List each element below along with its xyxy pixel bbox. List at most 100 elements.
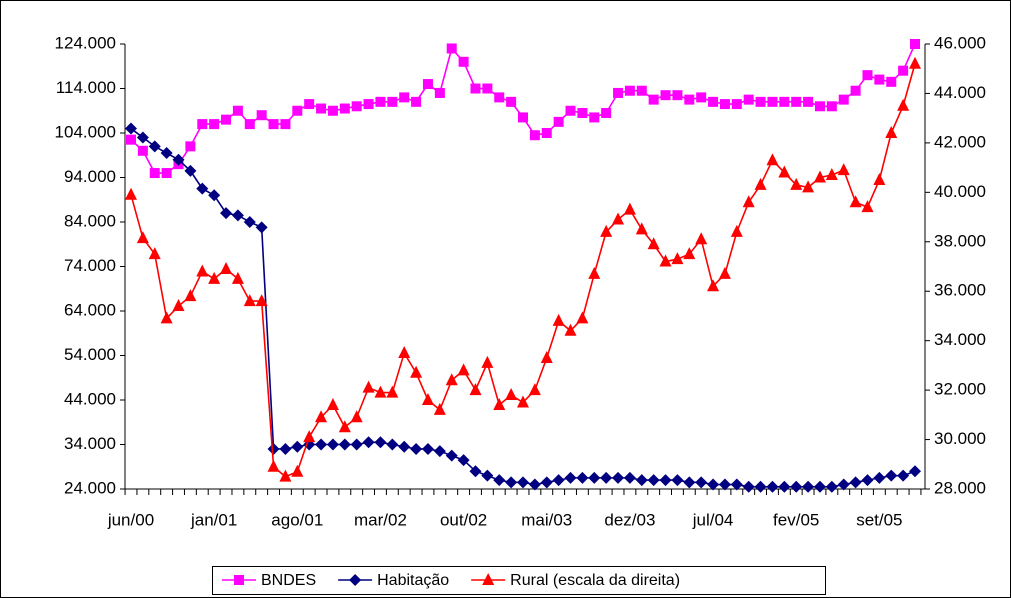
- marker: [730, 224, 743, 237]
- marker: [766, 480, 779, 493]
- marker: [850, 85, 861, 96]
- marker: [873, 172, 886, 185]
- marker: [707, 279, 720, 292]
- marker: [886, 76, 897, 87]
- marker: [849, 195, 862, 208]
- marker: [338, 438, 351, 451]
- marker: [576, 311, 589, 324]
- marker: [422, 79, 433, 90]
- marker: [267, 459, 280, 472]
- marker: [647, 474, 660, 487]
- marker: [849, 476, 862, 489]
- marker: [136, 231, 149, 244]
- y-tick-label: 54.000: [64, 345, 116, 364]
- marker: [280, 119, 291, 130]
- marker: [434, 87, 445, 98]
- marker: [184, 289, 197, 302]
- marker: [553, 116, 564, 127]
- marker: [742, 480, 755, 493]
- marker: [576, 471, 589, 484]
- marker: [635, 222, 648, 235]
- legend-label: Habitação: [377, 572, 449, 589]
- marker: [838, 94, 849, 105]
- marker: [386, 438, 399, 451]
- marker: [577, 107, 588, 118]
- marker: [779, 96, 790, 107]
- marker: [660, 90, 671, 101]
- marker: [754, 480, 767, 493]
- marker: [374, 385, 387, 398]
- marker: [350, 410, 363, 423]
- marker: [482, 573, 495, 585]
- marker: [767, 96, 778, 107]
- marker: [421, 393, 434, 405]
- marker: [185, 141, 196, 152]
- marker: [386, 385, 399, 398]
- marker: [458, 56, 469, 67]
- x-tick-label: out/02: [440, 510, 487, 529]
- marker: [197, 119, 208, 130]
- marker: [885, 469, 898, 482]
- marker: [457, 363, 470, 376]
- marker: [209, 119, 220, 130]
- marker: [874, 74, 885, 85]
- marker: [885, 126, 898, 138]
- marker: [279, 442, 292, 455]
- marker: [517, 395, 529, 408]
- marker: [659, 254, 672, 267]
- marker: [255, 221, 268, 234]
- marker: [493, 397, 506, 410]
- marker: [565, 105, 576, 116]
- marker: [160, 147, 173, 160]
- marker: [552, 474, 565, 487]
- y2-tick-label: 46.000: [934, 33, 986, 52]
- marker: [754, 177, 767, 190]
- marker: [411, 96, 422, 107]
- marker: [861, 474, 874, 487]
- marker: [755, 96, 766, 107]
- marker: [505, 476, 518, 489]
- marker: [707, 478, 720, 491]
- marker: [291, 464, 304, 477]
- marker: [433, 445, 446, 458]
- x-tick-label: ago/01: [271, 510, 323, 529]
- marker: [221, 114, 232, 125]
- marker: [243, 216, 256, 228]
- marker: [137, 145, 148, 156]
- y-tick-label: 64.000: [64, 300, 116, 319]
- marker: [410, 442, 423, 455]
- y2-tick-label: 40.000: [934, 182, 986, 201]
- marker: [647, 237, 660, 250]
- marker: [898, 65, 909, 76]
- marker: [446, 43, 457, 54]
- marker: [601, 107, 612, 118]
- marker: [528, 383, 541, 396]
- y-tick-label: 104.000: [55, 122, 116, 141]
- marker: [695, 476, 708, 489]
- marker: [684, 94, 695, 105]
- marker: [837, 163, 850, 176]
- marker: [778, 480, 791, 493]
- legend-box: [212, 566, 826, 595]
- marker: [505, 388, 518, 401]
- marker: [671, 252, 684, 265]
- marker: [316, 103, 327, 114]
- y2-tick-label: 42.000: [934, 132, 986, 151]
- marker: [825, 480, 838, 493]
- marker: [136, 131, 149, 144]
- marker: [861, 200, 874, 213]
- marker: [244, 119, 255, 130]
- x-tick-label: set/05: [856, 510, 902, 529]
- marker: [326, 397, 339, 410]
- marker: [255, 294, 268, 307]
- marker: [708, 96, 719, 107]
- marker: [362, 380, 375, 393]
- marker: [813, 170, 826, 183]
- marker: [125, 187, 137, 200]
- marker: [813, 480, 826, 493]
- y-tick-label: 124.000: [55, 33, 116, 52]
- y2-tick-label: 28.000: [934, 478, 986, 497]
- marker: [410, 365, 423, 378]
- marker: [125, 122, 137, 135]
- marker: [374, 436, 387, 449]
